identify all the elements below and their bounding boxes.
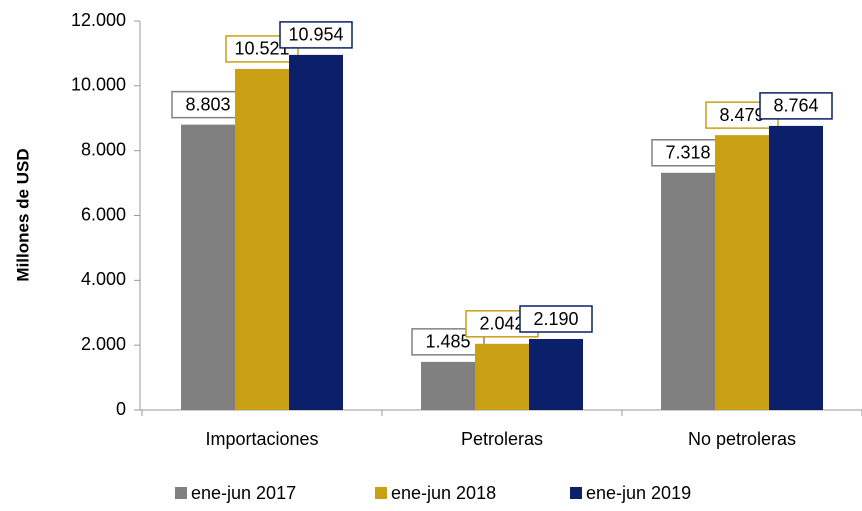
- x-tick-label: Importaciones: [205, 429, 318, 449]
- x-tick-label: No petroleras: [688, 429, 796, 449]
- bar: [421, 361, 475, 410]
- value-label: 10.521: [234, 39, 289, 59]
- y-tick-label: 0: [116, 399, 126, 419]
- bar: [769, 125, 823, 410]
- value-label-box: [651, 139, 725, 167]
- value-label: 1.485: [425, 332, 470, 352]
- bar: [289, 54, 343, 410]
- x-tick-label: Petroleras: [461, 429, 543, 449]
- value-label-box: [759, 92, 833, 120]
- legend-swatch: [570, 487, 582, 499]
- y-tick-label: 6.000: [81, 204, 126, 224]
- bar: [475, 343, 529, 410]
- value-label: 2.042: [479, 314, 524, 334]
- legend-label: ene-jun 2017: [191, 483, 296, 503]
- y-tick-label: 10.000: [71, 75, 126, 95]
- value-label-box: [279, 21, 353, 49]
- legend-swatch: [375, 487, 387, 499]
- value-label-box: [519, 305, 593, 333]
- legend-label: ene-jun 2019: [586, 483, 691, 503]
- y-tick-label: 4.000: [81, 269, 126, 289]
- legend-label: ene-jun 2018: [391, 483, 496, 503]
- y-axis-label: Millones de USD: [13, 148, 32, 281]
- value-label: 8.803: [185, 94, 230, 114]
- y-tick-label: 8.000: [81, 139, 126, 159]
- bar: [529, 339, 583, 410]
- value-label: 10.954: [288, 25, 343, 45]
- value-label: 2.190: [533, 309, 578, 329]
- value-label: 8.479: [719, 105, 764, 125]
- y-tick-label: 2.000: [81, 334, 126, 354]
- y-tick-label: 12.000: [71, 10, 126, 30]
- value-label-box: [171, 90, 245, 119]
- bar: [661, 172, 715, 410]
- value-label: 7.318: [665, 143, 710, 163]
- bar: [235, 68, 289, 411]
- legend-swatch: [175, 487, 187, 499]
- bar: [715, 135, 769, 410]
- value-label: 8.764: [773, 96, 818, 116]
- bar: [181, 124, 235, 411]
